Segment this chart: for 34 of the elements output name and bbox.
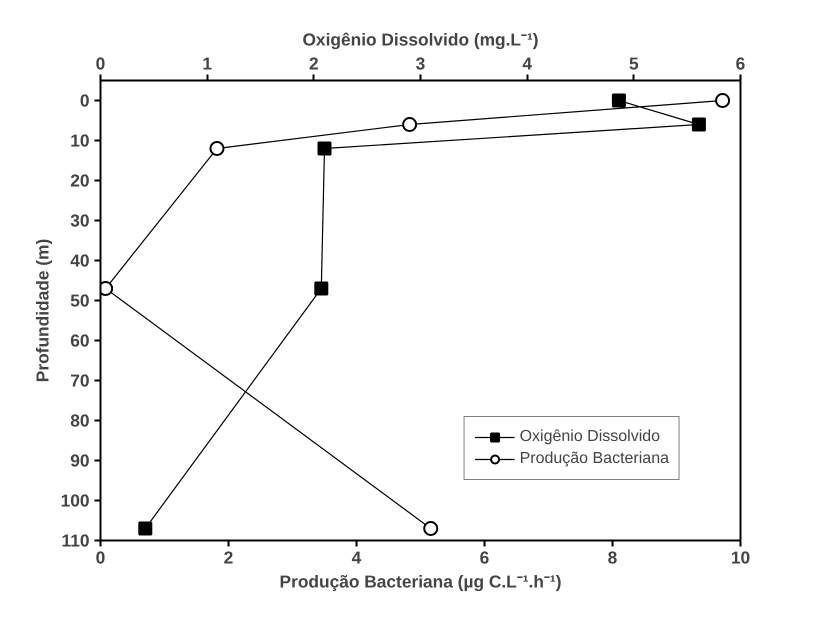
x2-tick-label: 2 [309,54,319,74]
x-tick-label: 6 [480,548,490,568]
y-axis-title: Profundidade (m) [32,238,53,382]
x2-tick-label: 5 [629,54,640,74]
y-tick-label: 80 [70,410,90,430]
y-tick-label: 90 [70,450,90,470]
y-tick-label: 70 [70,370,90,390]
y-tick-label: 20 [70,170,90,190]
x2-tick-label: 0 [96,54,106,74]
x2-tick-label: 6 [736,54,746,74]
x-tick-label: 0 [96,548,106,568]
x2-axis-title: Oxigênio Dissolvido (mg.L⁻¹) [302,30,539,50]
x-tick-label: 8 [608,548,618,568]
legend-label: Oxigênio Dissolvido [520,428,660,446]
x2-tick-label: 4 [522,54,532,74]
x-tick-label: 4 [352,548,362,568]
y-tick-label: 30 [70,210,90,230]
point [209,141,224,156]
y-tick-label: 40 [70,250,90,270]
x-axis-title: Produção Bacteriana (µg C.L⁻¹.h⁻¹) [280,572,562,592]
x2-tick-label: 3 [416,54,426,74]
x-tick-label: 10 [730,548,750,568]
point [423,521,438,536]
y-tick-label: 50 [70,290,90,310]
y-tick-label: 100 [60,490,90,510]
y-tick-label: 10 [70,130,90,150]
y-tick-label: 110 [62,530,90,550]
point [402,117,418,132]
legend-label: Produção Bacteriana [520,450,669,468]
y-tick-label: 0 [80,90,90,110]
y-tick-label: 60 [70,330,90,350]
x2-tick-label: 1 [202,54,212,74]
x-tick-label: 2 [224,548,234,568]
point [715,93,730,108]
